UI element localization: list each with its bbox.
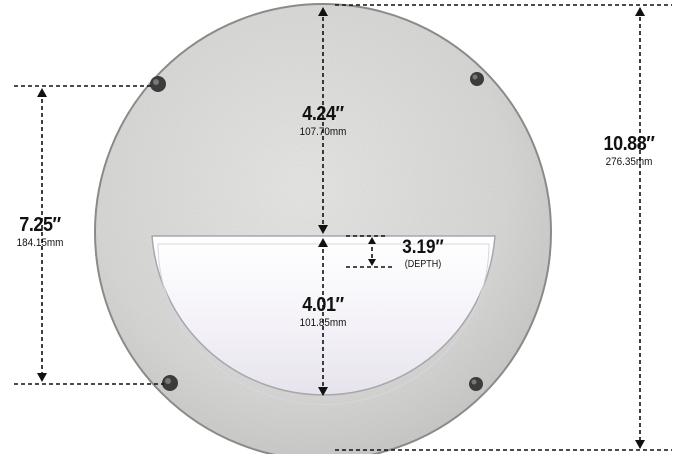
depth-note: (DEPTH) bbox=[404, 259, 442, 270]
screw-top-right bbox=[470, 72, 484, 86]
overall-arrow-down bbox=[635, 440, 645, 449]
screw-bottom-right bbox=[469, 377, 483, 391]
screw-arrow-down bbox=[37, 373, 47, 382]
lens-height-inches: 4.01″ bbox=[302, 294, 344, 316]
depth-inches: 3.19″ bbox=[402, 237, 444, 258]
lens-arrow-down bbox=[318, 387, 328, 396]
lens-arrow-up bbox=[318, 238, 328, 247]
screw-spacing-inches: 7.25″ bbox=[19, 214, 61, 236]
lens-height-label: 4.01″ 101.85mm bbox=[262, 295, 384, 329]
screw-spacing-mm: 184.15mm bbox=[16, 237, 64, 249]
lens-height-mm: 101.85mm bbox=[299, 317, 347, 329]
overall-diameter-mm: 276.35mm bbox=[605, 156, 653, 168]
overall-arrow-up bbox=[635, 7, 645, 16]
screw-arrow-up bbox=[37, 88, 47, 97]
lens-rim bbox=[157, 243, 490, 405]
depth-label: 3.19″ (DEPTH) bbox=[388, 238, 458, 270]
top-section-inches: 4.24″ bbox=[302, 103, 344, 125]
screw-top-left bbox=[150, 76, 166, 92]
top-section-label: 4.24″ 107.70mm bbox=[262, 104, 384, 138]
depth-arrow-up bbox=[368, 237, 376, 244]
screw-spacing-label: 7.25″ 184.15mm bbox=[0, 215, 80, 249]
screw-bottom-left bbox=[162, 375, 178, 391]
top-arrow-down bbox=[318, 225, 328, 234]
depth-arrow-down bbox=[368, 259, 376, 266]
overall-diameter-label: 10.88″ 276.35mm bbox=[584, 134, 674, 168]
overall-diameter-inches: 10.88″ bbox=[603, 133, 655, 155]
top-arrow-up bbox=[318, 7, 328, 16]
top-section-mm: 107.70mm bbox=[299, 126, 347, 138]
